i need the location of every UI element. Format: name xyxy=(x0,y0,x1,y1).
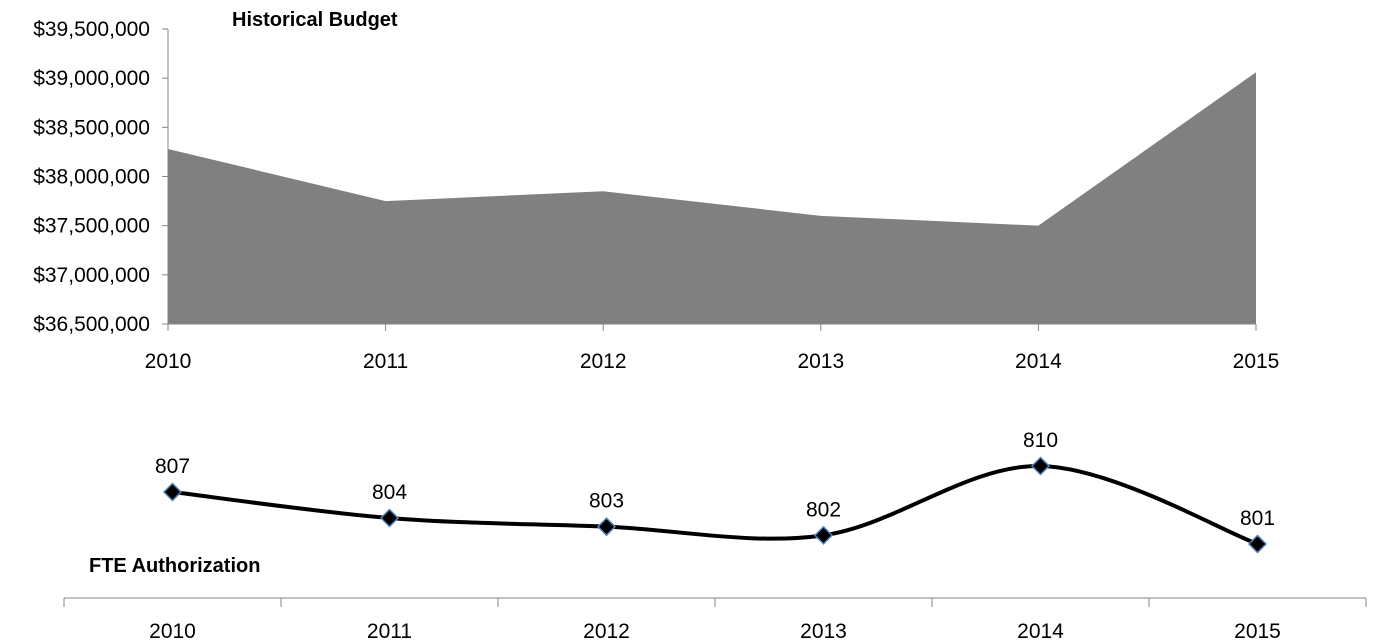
fte-data-label: 810 xyxy=(1023,429,1058,452)
fte-marker xyxy=(162,482,183,502)
fte-data-label: 802 xyxy=(806,498,841,521)
line-x-tick-label: 2015 xyxy=(1234,620,1281,643)
fte-authorization-chart: FTE Authorization 807 804 803 802 810 801 201… xyxy=(63,429,1367,643)
fte-markers xyxy=(162,456,1268,554)
area-y-tick-label: $39,500,000 xyxy=(33,18,150,41)
fte-marker xyxy=(1030,456,1051,476)
line-x-tick-label: 2010 xyxy=(149,620,196,643)
area-x-tick-label: 2013 xyxy=(797,350,844,373)
area-x-tick-label: 2015 xyxy=(1233,350,1280,373)
fte-marker xyxy=(596,517,617,537)
fte-data-label: 804 xyxy=(372,481,407,504)
area-series-fill xyxy=(168,72,1256,325)
area-y-tick-label: $36,500,000 xyxy=(33,313,150,336)
line-chart-title: FTE Authorization xyxy=(89,555,260,577)
fte-data-label: 803 xyxy=(589,490,624,513)
area-x-tick-label: 2010 xyxy=(145,350,192,373)
fte-marker xyxy=(813,525,834,545)
line-x-tick-label: 2011 xyxy=(367,620,412,643)
area-x-tick-label: 2012 xyxy=(580,350,627,373)
area-y-axis-labels: $39,500,000 $39,000,000 $38,500,000 $38,000… xyxy=(33,18,150,336)
area-x-axis-ticks xyxy=(167,324,1257,331)
area-x-axis-labels: 2010 2011 2012 2013 2014 2015 xyxy=(145,350,1280,373)
fte-data-label: 807 xyxy=(155,455,190,478)
historical-budget-chart: Historical Budget $39,500,000 $39,000,000… xyxy=(33,9,1279,373)
area-chart-title: Historical Budget xyxy=(232,9,398,31)
fte-marker xyxy=(1247,534,1268,554)
area-x-tick-label: 2014 xyxy=(1015,350,1062,373)
area-x-tick-label: 2011 xyxy=(363,350,408,373)
area-y-tick-label: $38,500,000 xyxy=(33,116,150,139)
fte-marker xyxy=(379,508,400,528)
area-y-tick-label: $37,500,000 xyxy=(33,215,150,238)
area-y-tick-label: $38,000,000 xyxy=(33,166,150,189)
line-x-tick-label: 2012 xyxy=(583,620,630,643)
fte-series-line xyxy=(172,463,1259,546)
area-y-tick-label: $39,000,000 xyxy=(33,67,150,90)
line-x-axis-ticks xyxy=(63,598,1367,607)
area-y-tick-label: $37,000,000 xyxy=(33,264,150,287)
line-x-tick-label: 2013 xyxy=(800,620,847,643)
fte-data-labels: 807 804 803 802 810 801 xyxy=(155,429,1275,530)
fte-data-label: 801 xyxy=(1240,507,1275,530)
line-x-tick-label: 2014 xyxy=(1017,620,1064,643)
line-x-axis-labels: 2010 2011 2012 2013 2014 2015 xyxy=(149,620,1281,643)
area-y-axis-ticks xyxy=(162,28,168,325)
